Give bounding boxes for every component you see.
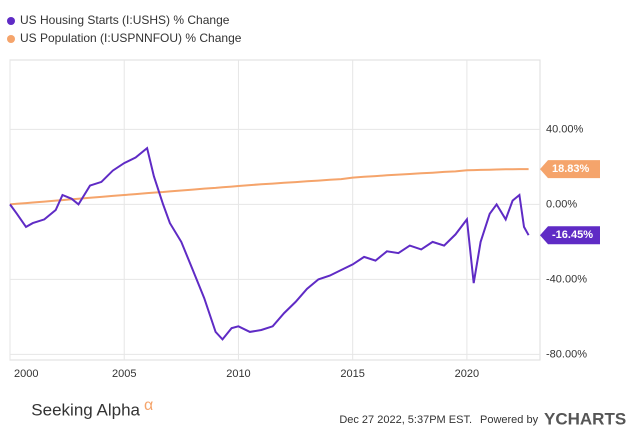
end-label-badge	[540, 226, 600, 245]
x-tick-label: 2010	[226, 368, 250, 380]
y-tick-label: -40.00%	[546, 273, 587, 285]
y-tick-label: 40.00%	[546, 123, 584, 135]
legend-marker	[7, 17, 15, 25]
end-label: -16.45%	[552, 229, 593, 241]
legend-label: US Housing Starts (I:USHS) % Change	[20, 13, 230, 27]
timestamp: Dec 27 2022, 5:37PM EST.	[339, 414, 472, 426]
powered-by: Powered by	[480, 414, 539, 426]
brand: YCHARTS	[544, 409, 626, 428]
watermark: Seeking Alpha	[31, 400, 140, 419]
x-tick-label: 2005	[112, 368, 136, 380]
series-line	[9, 168, 529, 206]
x-tick-label: 2015	[340, 368, 364, 380]
y-tick-label: 0.00%	[546, 198, 577, 210]
legend-marker	[7, 35, 15, 43]
legend-label: US Population (I:USPNNFOU) % Change	[20, 31, 242, 45]
x-tick-label: 2020	[455, 368, 479, 380]
watermark-symbol: α	[144, 397, 153, 414]
series-line	[9, 146, 530, 341]
y-tick-label: -80.00%	[546, 348, 587, 360]
x-tick-label: 2000	[14, 368, 38, 380]
plot-area	[9, 59, 541, 361]
end-label: 18.83%	[552, 163, 590, 175]
end-label-badge	[540, 160, 600, 179]
